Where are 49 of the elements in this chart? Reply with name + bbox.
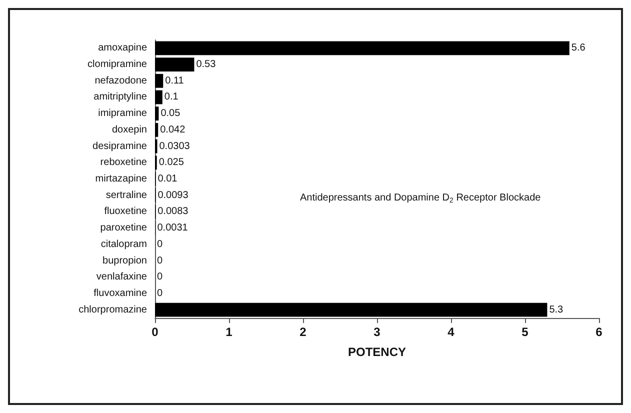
data-label: 0.0083 [158, 206, 189, 218]
data-label: 0.53 [196, 59, 216, 70]
x-tick-label: 2 [300, 325, 307, 339]
data-label: 0.05 [160, 108, 181, 120]
bar [155, 74, 164, 88]
data-label: 0 [157, 238, 163, 250]
bar [155, 90, 162, 104]
data-label: 0.025 [158, 157, 184, 168]
y-tick-label: bupropion [102, 255, 147, 266]
data-label: 0.0303 [159, 140, 190, 152]
y-tick-label: amitriptyline [94, 92, 148, 103]
x-tick-label: 6 [596, 325, 603, 339]
data-label: 0.0093 [158, 190, 189, 201]
y-tick-label: paroxetine [100, 222, 148, 234]
data-label: 0.1 [164, 92, 179, 103]
y-tick-label: desipramine [92, 140, 148, 152]
y-tick-label: fluvoxamine [94, 288, 148, 299]
bar [155, 58, 194, 72]
y-tick-label: mirtazapine [95, 174, 148, 184]
x-axis-title: POTENCY [348, 345, 406, 359]
x-tick-label: 1 [226, 325, 233, 339]
data-label: 0.0031 [157, 222, 188, 234]
y-tick-label: chlorpromazine [78, 304, 148, 316]
y-tick-label: fluoxetine [104, 206, 148, 218]
y-tick-label: amoxapine [98, 42, 148, 54]
data-label: 0 [157, 272, 163, 283]
data-label: 5.3 [549, 304, 564, 316]
y-tick-label: clomipramine [88, 59, 148, 70]
data-label: 0.01 [158, 174, 178, 184]
y-tick-label: nefazodone [94, 75, 148, 86]
y-tick-label: imipramine [98, 108, 148, 120]
x-tick-label: 4 [448, 325, 455, 339]
y-tick-label: reboxetine [100, 157, 148, 168]
bar [155, 106, 159, 121]
x-tick-label: 3 [374, 325, 381, 339]
data-label: 5.6 [571, 42, 586, 54]
y-tick-label: sertraline [106, 190, 148, 201]
data-label: 0 [157, 255, 163, 266]
data-label: 0.11 [165, 75, 184, 86]
bar [155, 302, 548, 317]
x-tick-label: 0 [152, 325, 159, 339]
data-label: 0 [157, 288, 163, 299]
y-tick-label: citalopram [100, 238, 147, 250]
x-tick-label: 5 [522, 325, 529, 339]
bar [155, 122, 158, 137]
bar [155, 41, 570, 56]
data-label: 0.042 [160, 124, 186, 136]
y-tick-label: venlafaxine [96, 272, 148, 283]
y-tick-label: doxepin [112, 124, 147, 136]
